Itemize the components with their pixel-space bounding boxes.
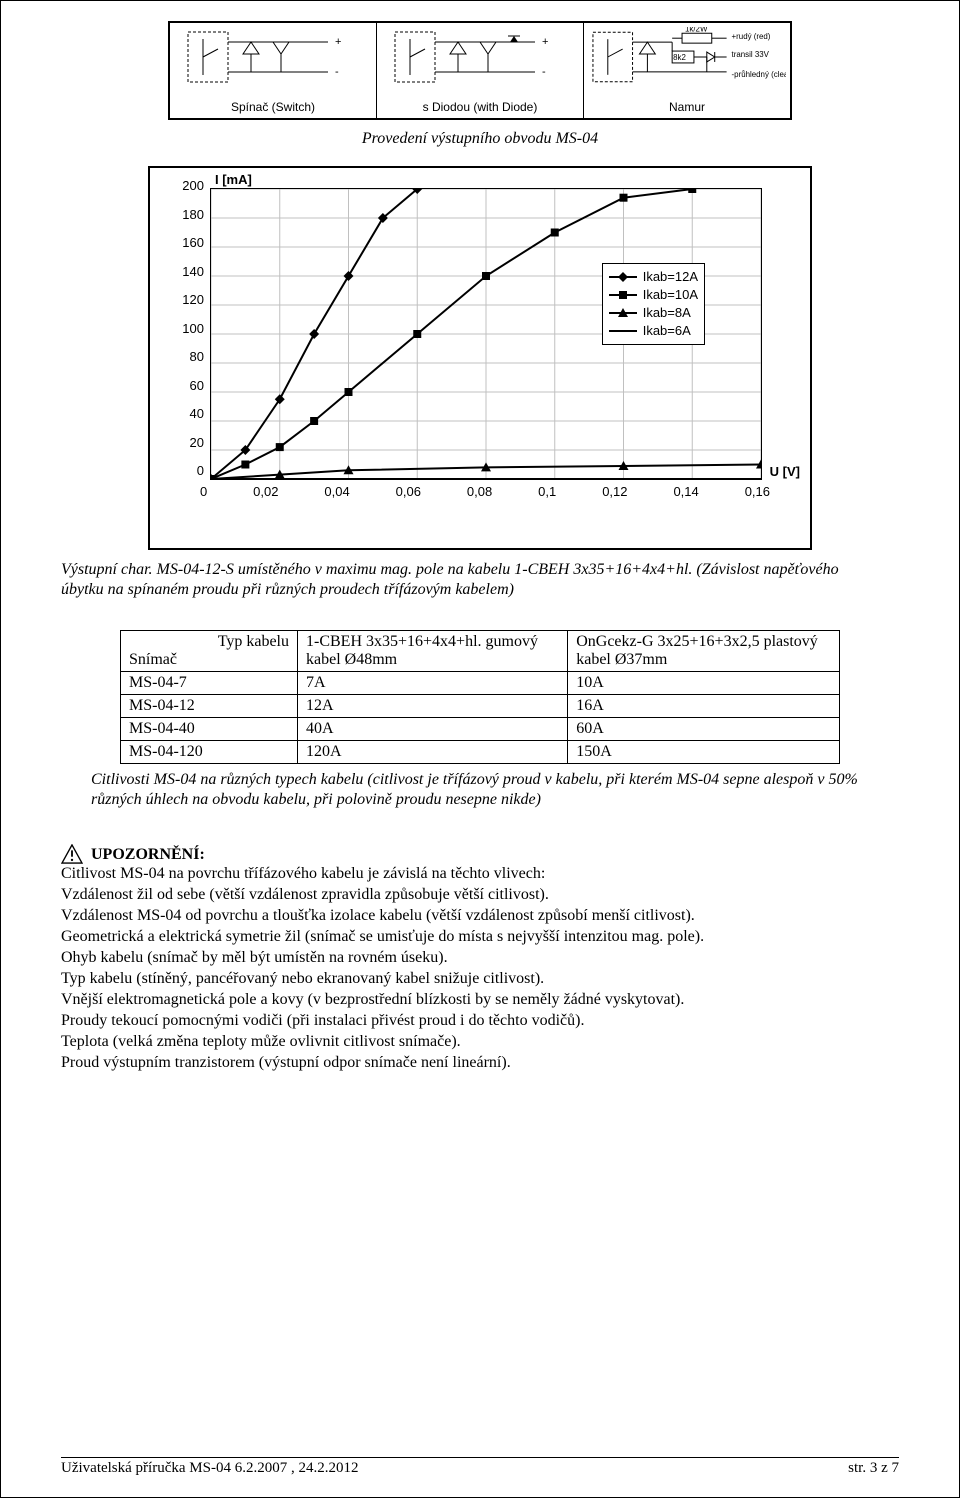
- legend-row: Ikab=6A: [609, 322, 698, 340]
- table-head-cable2: OnGcekz-G 3x25+16+3x2,5 plastový kabel Ø…: [568, 631, 840, 672]
- warning-line: Ohyb kabelu (snímač by měl být umístěn n…: [61, 948, 899, 968]
- circuit-schematic-switch-icon: + -: [174, 27, 372, 87]
- warning-line: Typ kabelu (stíněný, pancéřovaný nebo ek…: [61, 969, 899, 989]
- x-axis-title: U [V]: [770, 464, 800, 479]
- table-head-type: Typ kabelu: [129, 633, 289, 651]
- footer-left: Uživatelská příručka MS-04 6.2.2007 , 24…: [61, 1460, 358, 1477]
- table-head-cable1: 1-CBEH 3x35+16+4x4+hl. gumový kabel Ø48m…: [298, 631, 568, 672]
- legend-row: Ikab=10A: [609, 286, 698, 304]
- circuit-cell-switch: + - Spínač (Switch): [170, 23, 377, 118]
- warning-label: UPOZORNĚNÍ:: [91, 846, 205, 864]
- circuit-schematic-diode-icon: + -: [381, 27, 579, 87]
- svg-text:1k/2W: 1k/2W: [685, 27, 708, 33]
- minus-label: -: [542, 66, 546, 78]
- chart-legend: Ikab=12A Ikab=10A Ikab=8A Ikab=6A: [602, 263, 705, 345]
- sensitivity-table: Typ kabelu Snímač 1-CBEH 3x35+16+4x4+hl.…: [120, 630, 840, 764]
- circuit-label-namur: Namur: [669, 100, 705, 114]
- circuit-schematic-namur-icon: 8k2 1k/2W +rudý (red) transil 33V -průhl…: [588, 27, 786, 87]
- svg-text:+rudý (red): +rudý (red): [732, 32, 771, 41]
- circuit-label-switch: Spínač (Switch): [231, 100, 315, 114]
- chart-box: I [mA] 200 180 160 140 120 100 80 60 40 …: [148, 166, 812, 550]
- svg-text:-průhledný (clear): -průhledný (clear): [732, 70, 786, 79]
- warning-heading: UPOZORNĚNÍ:: [61, 844, 899, 864]
- warning-line: Proud výstupním tranzistorem (výstupní o…: [61, 1053, 899, 1073]
- chart-caption: Výstupní char. MS-04-12-S umístěného v m…: [61, 560, 849, 600]
- warning-line: Vnější elektromagnetická pole a kovy (v …: [61, 990, 899, 1010]
- warning-line: Proudy tekoucí pomocnými vodiči (při ins…: [61, 1011, 899, 1031]
- page-footer: Uživatelská příručka MS-04 6.2.2007 , 24…: [61, 1457, 899, 1477]
- plus-label: +: [335, 36, 341, 48]
- plus-label: +: [542, 36, 548, 48]
- table-caption: Citlivosti MS-04 na různých typech kabel…: [91, 770, 869, 810]
- legend-row: Ikab=8A: [609, 304, 698, 322]
- warning-line: Citlivost MS-04 na povrchu třífázového k…: [61, 864, 899, 884]
- circuit-label-diode: s Diodou (with Diode): [423, 100, 538, 114]
- table-row: MS-04-120120A150A: [121, 741, 840, 764]
- x-axis-ticks: 0 0,02 0,04 0,06 0,08 0,1 0,12 0,14 0,16: [200, 484, 770, 499]
- footer-right: str. 3 z 7: [848, 1460, 899, 1477]
- warning-line: Vzdálenost žil od sebe (větší vzdálenost…: [61, 885, 899, 905]
- circuit-caption: Provedení výstupního obvodu MS-04: [61, 130, 899, 148]
- svg-text:8k2: 8k2: [673, 53, 686, 62]
- circuit-diagram-box: + - Spínač (Switch) + - s Diodou (: [168, 21, 792, 120]
- minus-label: -: [335, 66, 339, 78]
- circuit-cell-diode: + - s Diodou (with Diode): [377, 23, 584, 118]
- legend-row: Ikab=12A: [609, 268, 698, 286]
- table-head-sensor: Snímač: [129, 651, 289, 669]
- warning-triangle-icon: [61, 844, 83, 864]
- table-row: MS-04-4040A60A: [121, 718, 840, 741]
- warning-line: Geometrická a elektrická symetrie žil (s…: [61, 927, 899, 947]
- svg-text:transil 33V: transil 33V: [732, 50, 770, 59]
- circuit-cell-namur: 8k2 1k/2W +rudý (red) transil 33V -průhl…: [584, 23, 790, 118]
- warning-body: Citlivost MS-04 na povrchu třífázového k…: [61, 864, 899, 1073]
- table-row: MS-04-1212A16A: [121, 695, 840, 718]
- warning-line: Teplota (velká změna teploty může ovlivn…: [61, 1032, 899, 1052]
- y-axis-title: I [mA]: [215, 172, 252, 187]
- y-axis-ticks: 200 180 160 140 120 100 80 60 40 20 0: [168, 178, 204, 478]
- warning-line: Vzdálenost MS-04 od povrchu a tloušťka i…: [61, 906, 899, 926]
- table-row: MS-04-77A10A: [121, 672, 840, 695]
